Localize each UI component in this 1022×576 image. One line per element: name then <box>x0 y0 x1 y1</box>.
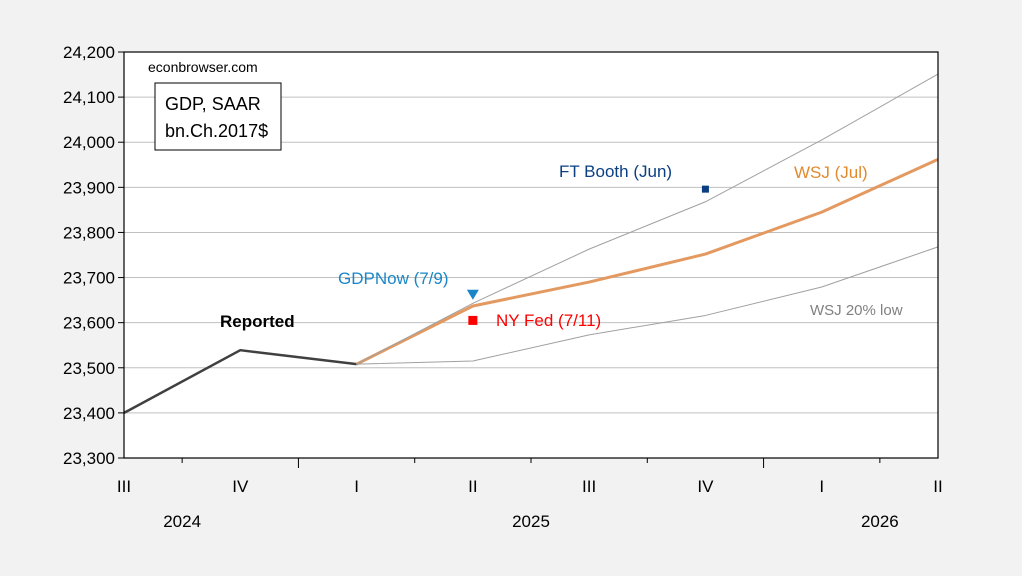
y-tick-label: 24,200 <box>63 43 115 62</box>
x-tick-label: IV <box>232 477 249 496</box>
x-tick-label: III <box>117 477 131 496</box>
series-reported <box>123 348 357 414</box>
title-line-1: GDP, SAAR <box>165 94 261 114</box>
y-tick-label: 23,900 <box>63 178 115 197</box>
title-box <box>154 82 282 151</box>
x-tick-label: II <box>468 477 477 496</box>
label-ftbooth: FT Booth (Jun) <box>559 162 672 181</box>
y-tick-label: 24,100 <box>63 88 115 107</box>
y-tick-label: 24,000 <box>63 133 115 152</box>
title-line-2: bn.Ch.2017$ <box>165 121 268 141</box>
series-wsj-20-low <box>356 246 939 365</box>
x-tick-label: I <box>354 477 359 496</box>
x-tick-label: I <box>819 477 824 496</box>
y-tick-label: 23,500 <box>63 359 115 378</box>
y-tick-label: 23,800 <box>63 223 115 242</box>
source-label: econbrowser.com <box>148 59 258 75</box>
x-tick-label: IV <box>697 477 714 496</box>
point-gdpnow-7-9 <box>466 289 479 300</box>
year-label: 2025 <box>512 512 550 531</box>
year-label: 2024 <box>163 512 201 531</box>
year-label: 2026 <box>861 512 899 531</box>
label-reported: Reported <box>220 312 295 331</box>
label-gdpnow: GDPNow (7/9) <box>338 269 449 288</box>
series-wsj-jul- <box>355 157 939 366</box>
point-ft-booth-jun <box>701 185 709 193</box>
x-tick-label: III <box>582 477 596 496</box>
series-wsj-20-high <box>356 73 939 365</box>
y-tick-label: 23,400 <box>63 404 115 423</box>
point-ny-fed-7-11 <box>468 315 478 325</box>
label-nyfed: NY Fed (7/11) <box>496 311 601 330</box>
y-tick-label: 23,600 <box>63 314 115 333</box>
x-tick-label: II <box>933 477 942 496</box>
label-wsj: WSJ (Jul) <box>794 163 868 182</box>
y-tick-label: 23,300 <box>63 449 115 468</box>
label-wsj-low: WSJ 20% low <box>810 302 903 319</box>
y-tick-label: 23,700 <box>63 269 115 288</box>
